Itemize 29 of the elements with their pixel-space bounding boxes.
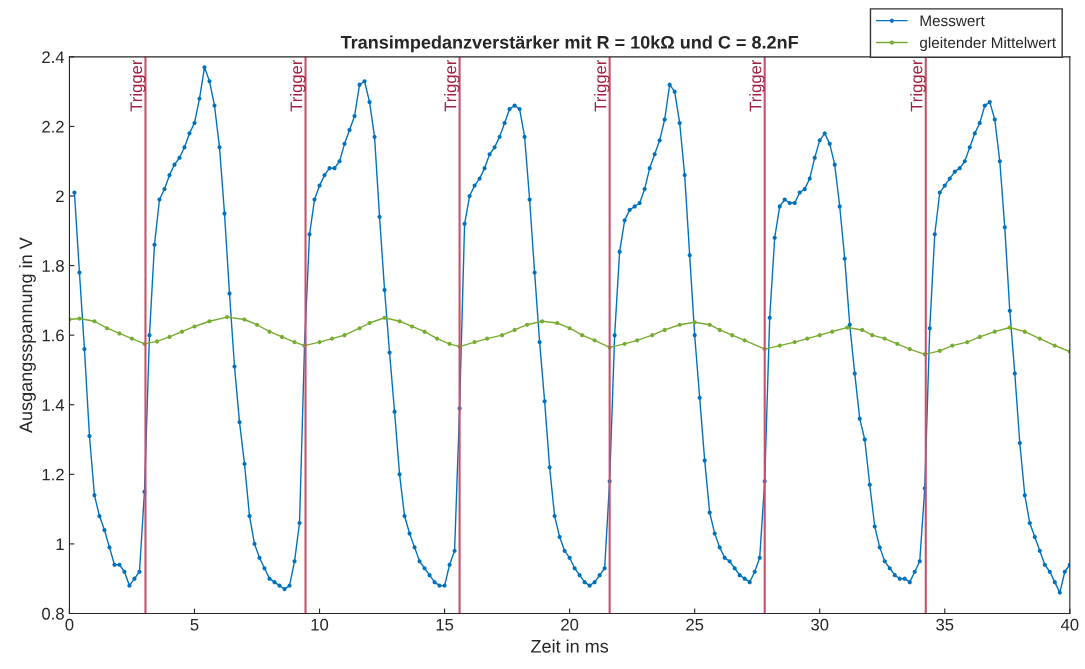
y-tick-label: 1.4 bbox=[42, 399, 65, 411]
x-tick-label: 20 bbox=[561, 618, 579, 631]
x-tick-label: 25 bbox=[686, 618, 704, 631]
y-tick-label: 1.2 bbox=[42, 468, 64, 481]
ref-line-label: Trigger bbox=[129, 59, 146, 112]
y-tick-label: 1.8 bbox=[42, 259, 64, 272]
ref-line-label: Trigger bbox=[289, 59, 306, 112]
x-tick-label: 30 bbox=[811, 618, 829, 631]
y-tick-label: 1 bbox=[56, 538, 64, 550]
y-tick-label: 0.8 bbox=[42, 607, 64, 620]
y-tick-label: 2 bbox=[56, 190, 64, 203]
y-tick-label: 1.6 bbox=[42, 329, 64, 342]
legend-label: gleitender Mittelwert bbox=[920, 36, 1056, 52]
x-tick-label: 10 bbox=[311, 618, 329, 631]
ref-line-label: Trigger bbox=[749, 59, 765, 112]
x-tick-label: 35 bbox=[936, 618, 954, 631]
x-tick-label: 40 bbox=[1060, 618, 1079, 631]
ref-line-label: Trigger bbox=[594, 59, 610, 112]
chart-title: Transimpedanzverstärker mit R = 10kΩ und C = 8.2nF bbox=[340, 35, 798, 53]
x-tick-label: 15 bbox=[436, 618, 454, 631]
x-tick-label: 0 bbox=[65, 618, 74, 631]
legend-label: Messwert bbox=[920, 15, 985, 27]
ref-line-label: Trigger bbox=[910, 59, 926, 112]
y-tick-label: 2.2 bbox=[42, 120, 64, 133]
y-tick-label: 2.4 bbox=[42, 51, 65, 63]
ref-line-label: Trigger bbox=[444, 59, 460, 112]
x-axis-title: Zeit in ms bbox=[531, 639, 609, 653]
x-tick-label: 5 bbox=[190, 618, 199, 631]
y-axis-title: Ausgangsspannung in V bbox=[19, 237, 36, 433]
